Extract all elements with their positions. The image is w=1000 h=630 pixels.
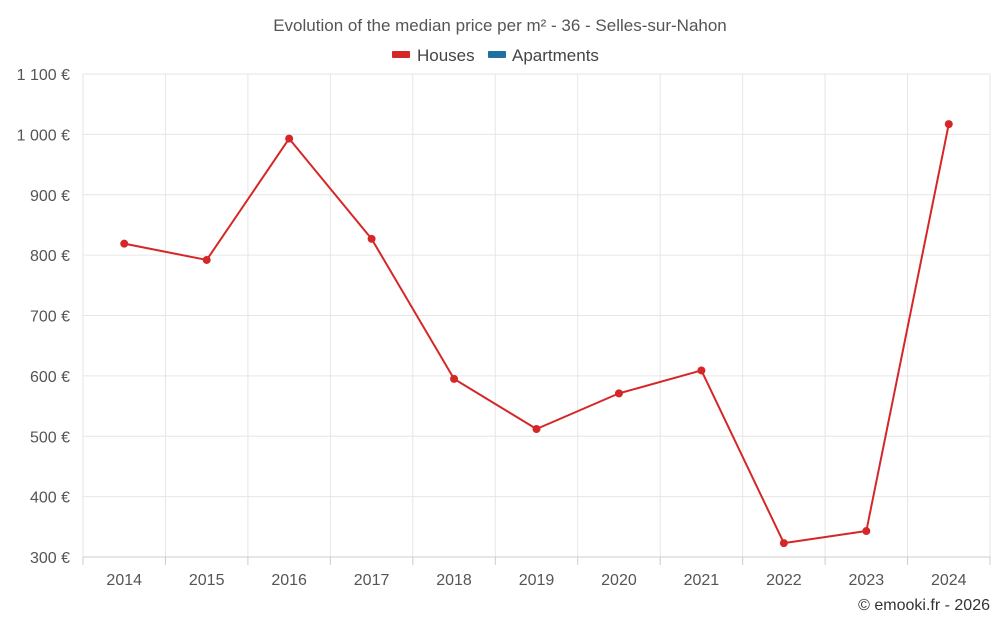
y-tick-label: 600 € [30,369,70,386]
data-point-houses-2022[interactable] [779,539,788,548]
data-point-houses-2015[interactable] [202,255,211,264]
x-tick-label: 2020 [601,572,637,589]
y-tick-label: 700 € [30,309,70,326]
data-point-houses-2020[interactable] [614,389,623,398]
legend-swatch-houses [392,51,410,58]
x-tick-label: 2015 [189,572,225,589]
x-tick-label: 2019 [519,572,555,589]
y-tick-label: 400 € [30,490,70,507]
y-tick-label: 300 € [30,550,70,567]
data-point-houses-2023[interactable] [862,527,871,536]
data-point-houses-2024[interactable] [944,120,953,129]
credit-text: © emooki.fr - 2026 [858,597,990,614]
x-tick-label: 2016 [271,572,307,589]
data-point-houses-2014[interactable] [120,239,129,248]
y-tick-label: 1 100 € [17,67,70,84]
data-point-houses-2021[interactable] [697,366,706,375]
x-tick-label: 2024 [931,572,967,589]
x-tick-label: 2023 [849,572,885,589]
x-tick-label: 2014 [106,572,142,589]
axes: 300 € 400 € 500 € 600 € 700 € 800 € 900 € 1 000… [17,67,991,589]
data-point-houses-2016[interactable] [285,134,294,143]
chart-title: Evolution of the median price per m² - 3… [273,16,727,35]
x-tick-label: 2017 [354,572,390,589]
data-point-houses-2018[interactable] [450,374,459,383]
grid [82,73,991,557]
y-tick-label: 1 000 € [17,127,70,144]
x-tick-label: 2022 [766,572,802,589]
y-tick-label: 800 € [30,248,70,265]
data-point-houses-2019[interactable] [532,425,541,434]
x-tick-label: 2018 [436,572,472,589]
legend-item-apartments[interactable]: Apartments [488,46,599,65]
y-tick-label: 500 € [30,429,70,446]
legend-label-apartments: Apartments [512,46,599,65]
legend-swatch-apartments [488,51,506,58]
x-tick-label: 2021 [684,572,720,589]
legend: Houses Apartments [392,46,599,65]
data-point-houses-2017[interactable] [367,234,376,243]
y-tick-label: 900 € [30,188,70,205]
legend-label-houses: Houses [417,46,475,65]
series-houses [120,120,953,548]
legend-item-houses[interactable]: Houses [392,46,475,65]
